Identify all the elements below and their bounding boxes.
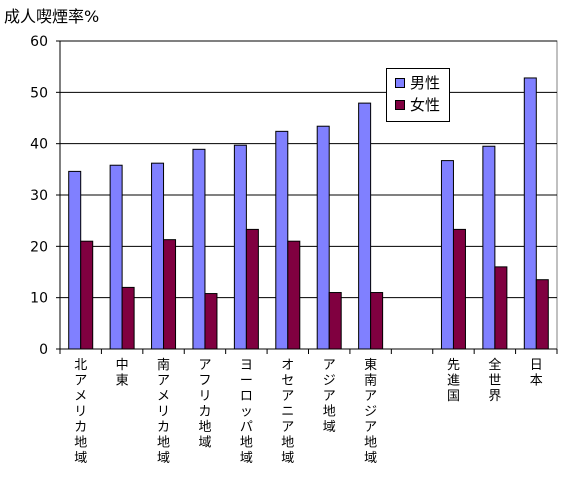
bar-female-6 (328, 292, 342, 350)
bar-male-4 (233, 144, 247, 350)
x-tick-label-0: 北アメリカ地域 (74, 358, 87, 466)
y-tick-label-30: 30 (30, 188, 48, 204)
y-tick-label-0: 0 (39, 342, 48, 358)
bar-female-5 (287, 240, 301, 350)
bar-male-1 (109, 164, 123, 350)
y-tick-label-20: 20 (30, 239, 48, 255)
y-tick-label-50: 50 (30, 85, 48, 101)
x-tick-label-5: オセアニア地域 (281, 358, 294, 466)
x-tick-label-11: 日本 (530, 358, 543, 389)
legend-swatch-female (395, 100, 405, 110)
bar-female-3 (204, 293, 218, 350)
bar-female-1 (121, 286, 135, 350)
bar-male-10 (482, 145, 496, 350)
bar-female-2 (163, 239, 177, 350)
bar-male-5 (275, 130, 289, 350)
x-tick-label-3: アフリカ地域 (198, 358, 211, 451)
legend-label-male: 男性 (410, 74, 441, 92)
bar-female-0 (80, 240, 94, 350)
bar-female-4 (245, 228, 259, 350)
x-tick-label-2: 南アメリカ地域 (157, 357, 170, 466)
bar-male-2 (151, 162, 165, 350)
legend-swatch-male (395, 78, 405, 88)
legend-item-female: 女性 (395, 95, 440, 115)
bar-male-3 (192, 148, 206, 350)
chart-title: 成人喫煙率% (4, 7, 100, 26)
bar-female-9 (452, 228, 466, 350)
bar-male-0 (68, 170, 82, 350)
bar-male-7 (358, 102, 372, 350)
bar-male-6 (316, 125, 330, 350)
legend-item-male: 男性 (395, 73, 440, 93)
x-tick-label-1: 中東 (116, 358, 129, 389)
x-tick-label-7: 東南アジア地域 (364, 357, 377, 466)
bar-female-11 (535, 279, 549, 350)
bar-female-10 (494, 266, 508, 350)
x-tick-label-6: アジア地域 (323, 358, 336, 435)
bar-female-7 (370, 292, 384, 350)
chart-legend: 男性 女性 (386, 68, 450, 122)
x-tick-label-10: 全世界 (488, 357, 501, 404)
y-tick-label-40: 40 (30, 137, 48, 153)
bar-male-11 (523, 77, 537, 350)
x-tick-label-4: ヨーロッパ地域 (240, 358, 253, 466)
x-tick-label-9: 先進国 (447, 358, 460, 404)
legend-label-female: 女性 (410, 96, 441, 114)
bar-male-9 (440, 160, 454, 350)
y-tick-label-10: 10 (30, 291, 48, 307)
y-tick-label-60: 60 (30, 34, 48, 50)
